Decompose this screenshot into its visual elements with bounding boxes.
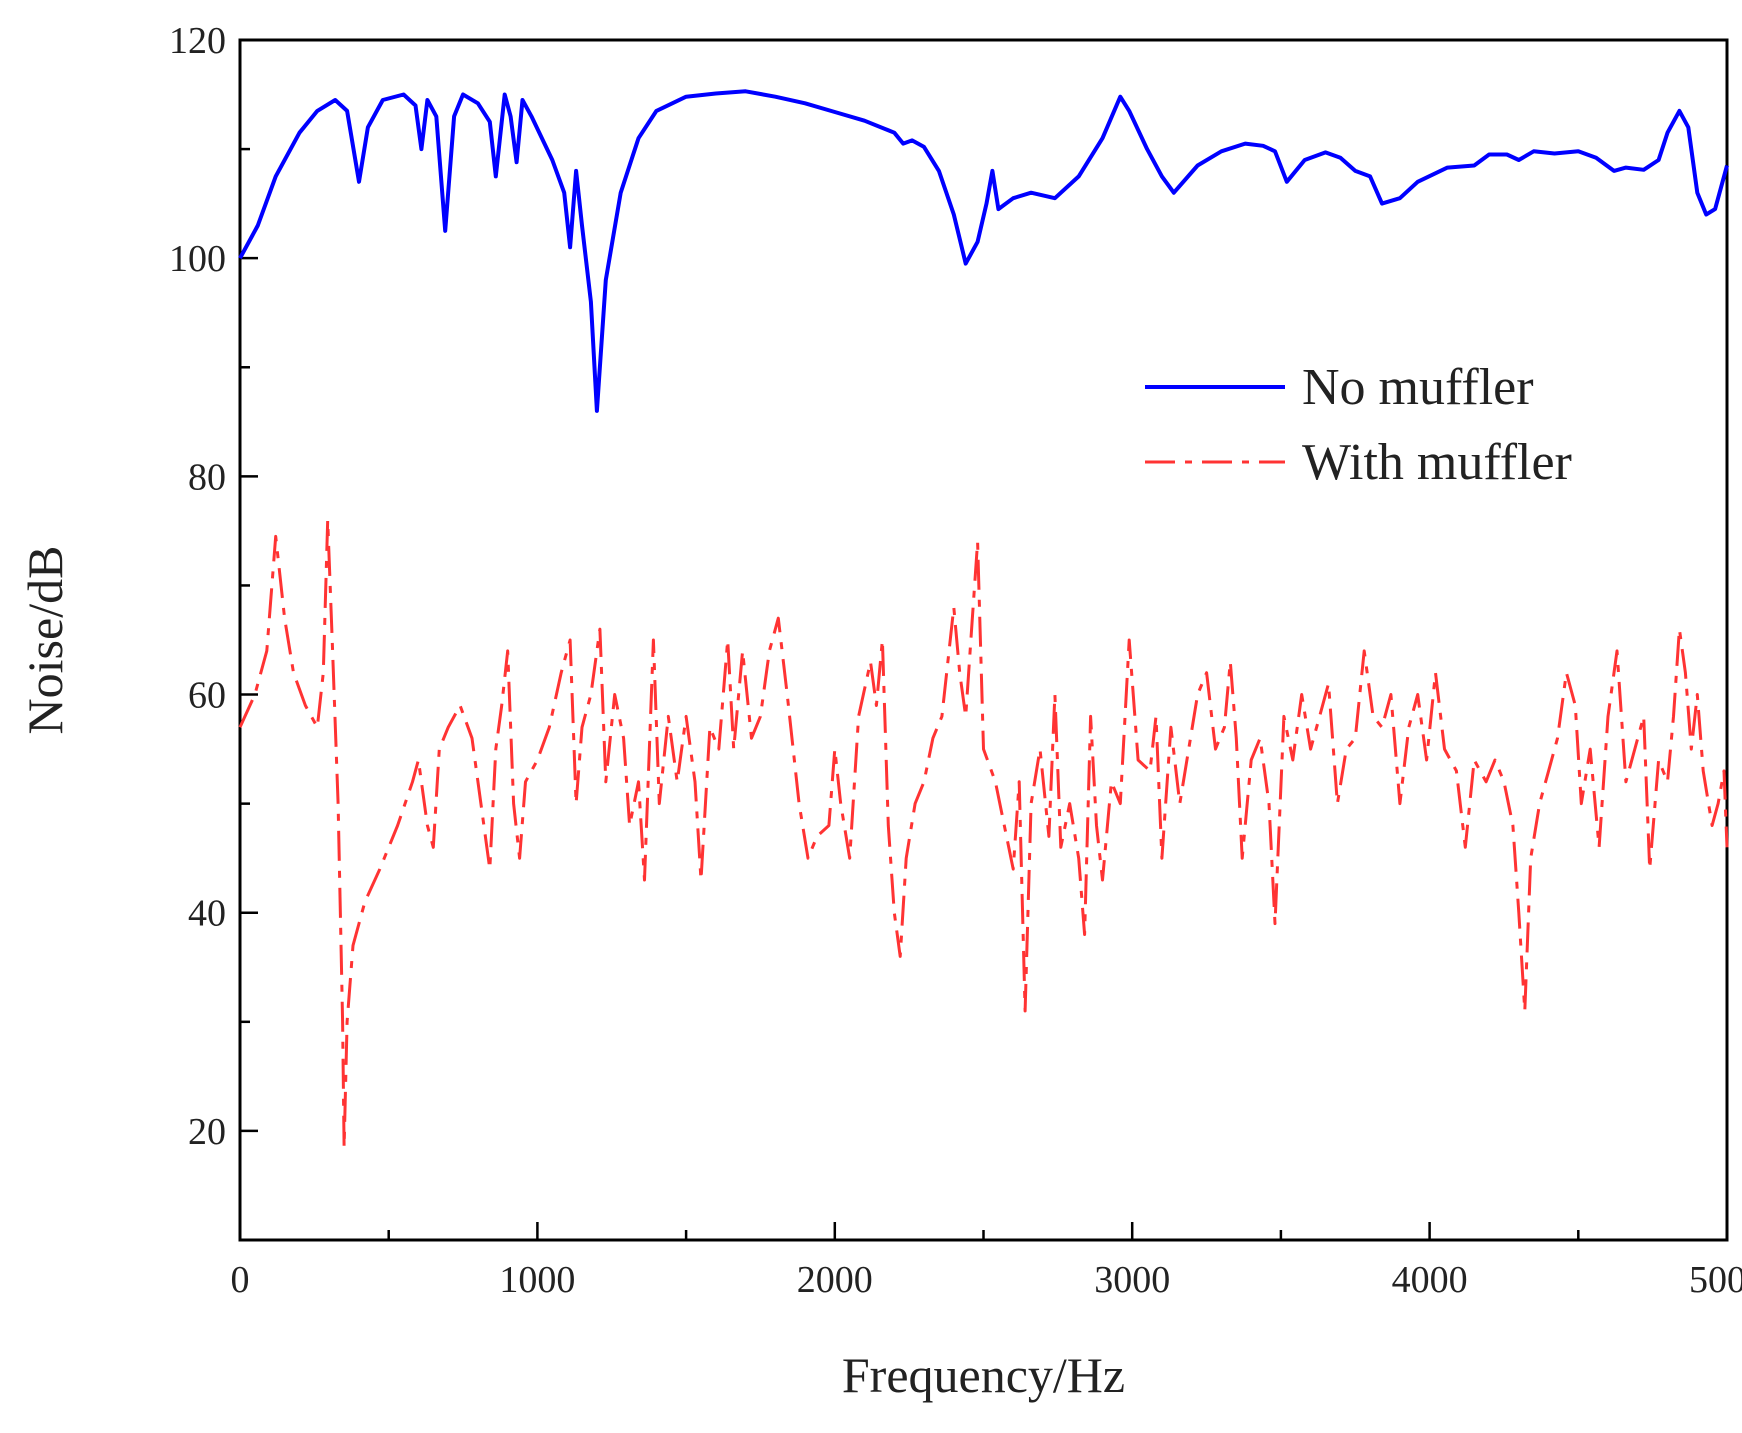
axis-ticks: 0 1000 2000 3000 4000 5000 20 40 60 80 100 120 [169,20,1742,1301]
x-tick-label: 0 [231,1259,250,1301]
y-tick-label: 80 [188,456,226,498]
y-tick-label: 40 [188,893,226,935]
y-tick-label: 20 [188,1111,226,1153]
x-tick-label: 5000 [1689,1259,1742,1301]
legend-label-no-muffler: No muffler [1302,359,1534,416]
series-line-with-muffler [238,518,1729,1149]
y-tick-label: 120 [169,20,226,62]
y-tick-label: 60 [188,675,226,717]
y-tick-label: 100 [169,238,226,280]
x-tick-label: 1000 [499,1259,575,1301]
series-line-no-muffler [238,89,1729,413]
legend-label-with-muffler: With muffler [1302,434,1572,491]
series-lines [238,89,1729,1149]
legend: No muffler With muffler [1145,359,1572,491]
y-axis-title: Noise/dB [17,546,73,735]
x-axis-title: Frequency/Hz [842,1347,1125,1403]
x-tick-label: 4000 [1392,1259,1468,1301]
x-tick-label: 3000 [1094,1259,1170,1301]
x-tick-label: 2000 [797,1259,873,1301]
